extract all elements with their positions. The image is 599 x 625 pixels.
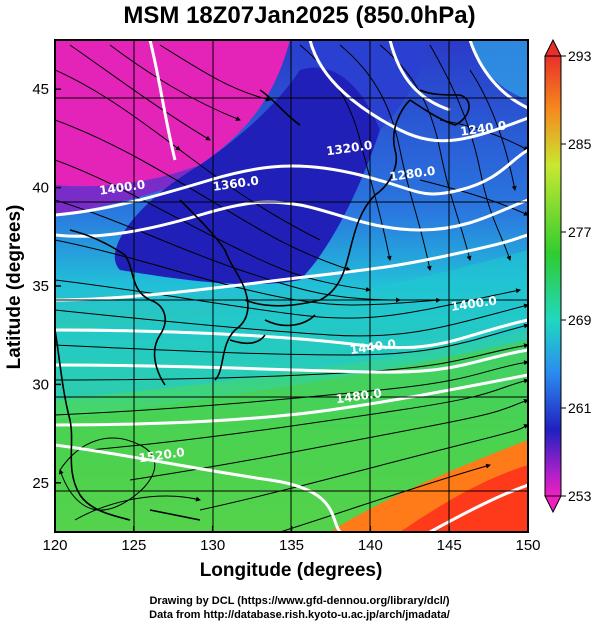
x-axis-label: Longitude (degrees) <box>200 560 383 581</box>
credit-data: Data from http://database.rish.kyoto-u.a… <box>149 609 450 621</box>
contour-labels: 1320.0 1360.0 1400.0 1280.0 1240.0 1400.0 1440… <box>98 118 507 465</box>
graticule <box>55 40 528 532</box>
x-tick-label: 150 <box>515 537 540 554</box>
credit-drawing: Drawing by DCL (https://www.gfd-dennou.o… <box>149 595 450 607</box>
x-tick-label: 130 <box>200 537 225 554</box>
colorbar-tick-label: 261 <box>568 400 592 416</box>
contour-label: 1400.0 <box>98 177 146 197</box>
colorbar-min-arrow <box>544 495 562 514</box>
colorbar: 293 285 277 269 261 253 <box>544 38 592 514</box>
x-tick-label: 145 <box>437 537 462 554</box>
colorbar-max-arrow <box>544 38 562 57</box>
colorbar-tick-label: 285 <box>568 136 592 152</box>
colorbar-tick-label: 293 <box>568 48 592 64</box>
x-tick-label: 125 <box>121 537 146 554</box>
y-tick-label: 25 <box>32 475 49 492</box>
y-tick-label: 35 <box>32 278 49 295</box>
y-axis-label: Latitude (degrees) <box>4 205 25 370</box>
contour-label: 1280.0 <box>388 164 436 184</box>
y-tick-label: 45 <box>32 81 49 98</box>
contour-label: 1360.0 <box>212 173 260 193</box>
y-axis-ticks: 25 30 35 40 45 <box>32 81 61 492</box>
x-tick-label: 135 <box>279 537 304 554</box>
y-tick-label: 40 <box>32 180 49 197</box>
x-tick-label: 120 <box>42 537 67 554</box>
contour-label: 1480.0 <box>335 386 383 406</box>
colorbar-tick-label: 269 <box>568 312 592 328</box>
contour-label: 1400.0 <box>450 294 498 314</box>
contour-label: 1320.0 <box>325 138 373 158</box>
x-tick-label: 140 <box>358 537 383 554</box>
contour-label: 1440.0 <box>349 337 397 357</box>
map-title: MSM 18Z07Jan2025 (850.0hPa) <box>123 2 476 29</box>
wind-streamlines <box>55 44 528 532</box>
contour-label: 1520.0 <box>138 445 186 465</box>
credits: Drawing by DCL (https://www.gfd-dennou.o… <box>0 594 599 622</box>
colorbar-tick-label: 253 <box>568 488 592 504</box>
contour-label: 1240.0 <box>459 118 507 138</box>
colorbar-tick-label: 277 <box>568 224 592 240</box>
x-axis-ticks: 120 125 130 135 140 145 150 <box>42 526 541 554</box>
geopotential-contours <box>55 40 528 532</box>
y-tick-label: 30 <box>32 376 49 393</box>
colorbar-ticks: 293 285 277 269 261 253 <box>561 48 592 504</box>
colorbar-scale <box>544 55 562 497</box>
